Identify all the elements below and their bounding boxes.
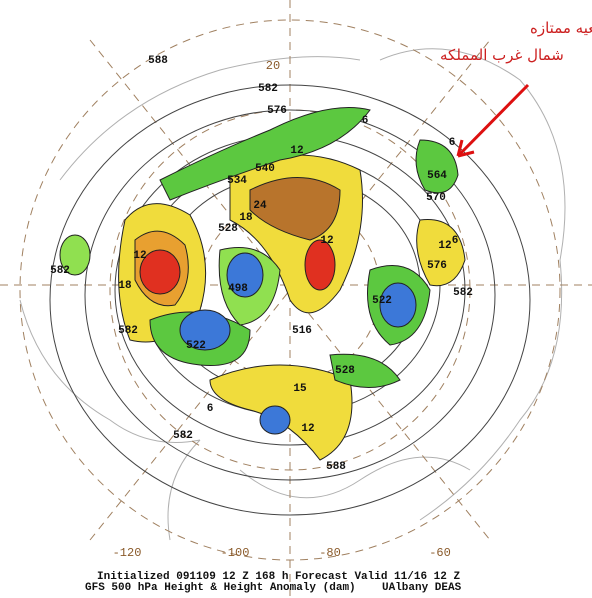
longitude-label: -60 <box>429 546 451 560</box>
contour-label: 582 <box>258 83 278 95</box>
contour-label: 15 <box>293 383 307 395</box>
arrow <box>456 83 530 158</box>
contour-label: 588 <box>326 461 346 473</box>
contour-label: 18 <box>118 280 132 292</box>
contour-label: 534 <box>227 175 247 187</box>
contour-label: 12 <box>290 145 303 157</box>
arrow-head <box>456 139 475 158</box>
longitude-label: -100 <box>221 546 250 560</box>
contour-label: 528 <box>218 223 238 235</box>
contour-label: 576 <box>267 105 287 117</box>
contour-label: 516 <box>292 325 312 337</box>
contour-label: 582 <box>50 265 70 277</box>
longitude-label: 20 <box>266 59 280 73</box>
contour-label: 582 <box>118 325 138 337</box>
contour-label: 24 <box>253 200 267 212</box>
contour-label: 588 <box>148 55 168 67</box>
annotation-line: شمال غرب المملكه <box>440 46 564 64</box>
contour-label: 528 <box>335 365 355 377</box>
contour-label: 12 <box>301 423 314 435</box>
longitude-label: -120 <box>113 546 142 560</box>
contour-label: 582 <box>173 430 193 442</box>
anomaly-shading <box>59 107 466 461</box>
footer-credit: UAlbany DEAS <box>382 582 462 594</box>
longitude-label: -80 <box>319 546 341 560</box>
contour-label: 12 <box>320 235 333 247</box>
contour-label: 522 <box>186 340 206 352</box>
footer-line: GFS 500 hPa Height & Height Anomaly (dam… <box>85 582 356 594</box>
contour-label: 6 <box>207 403 214 415</box>
contour-label: 540 <box>255 163 275 175</box>
contour-label: 6 <box>362 115 369 127</box>
contour-label: 12 <box>133 250 146 262</box>
contour-label: 498 <box>228 283 248 295</box>
contour-label: 6 <box>449 137 456 149</box>
contour-label: 12 <box>438 240 451 252</box>
contour-label: 576 <box>427 260 447 272</box>
annotation-line: المنخفض العلوي ووضعيه ممتازه <box>530 19 592 38</box>
land-outlines <box>19 48 566 541</box>
contour-label: 18 <box>239 212 253 224</box>
contour-label: 564 <box>427 170 447 182</box>
footer-line: Initialized 091109 12 Z 168 h Forecast V… <box>97 571 460 583</box>
contour-label: 522 <box>372 295 392 307</box>
contour-label: 6 <box>452 235 459 247</box>
contour-label: 582 <box>453 287 473 299</box>
contour-label: 570 <box>426 192 446 204</box>
